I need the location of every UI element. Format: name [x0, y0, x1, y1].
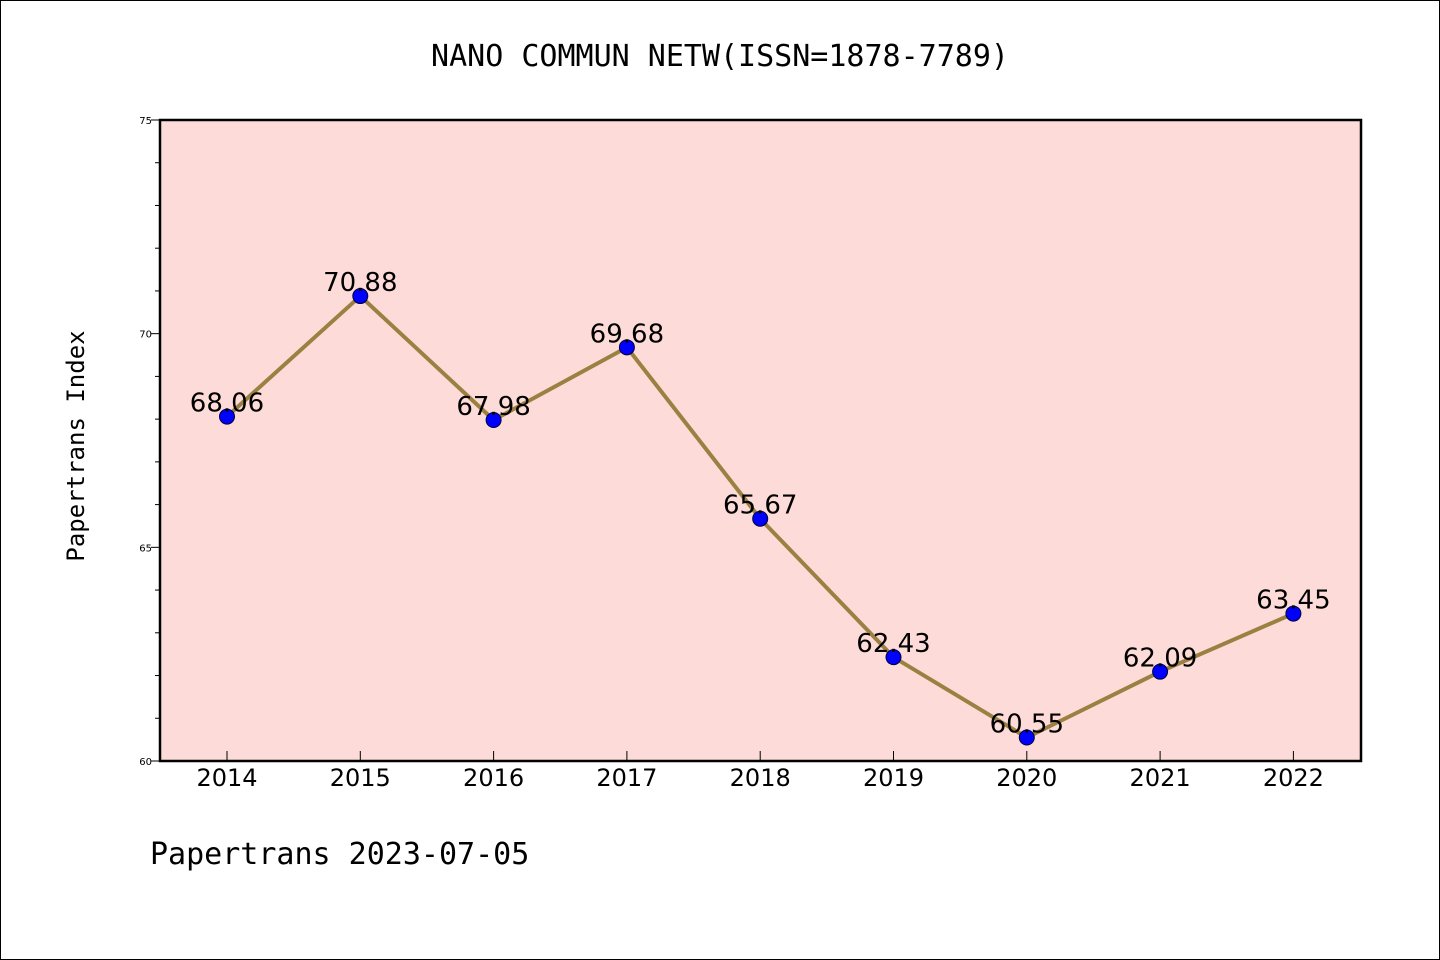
x-tick-label: 2018 [730, 764, 791, 792]
x-tick-label: 2017 [596, 764, 657, 792]
data-point [485, 411, 502, 428]
y-tick-label: 75 [139, 116, 152, 127]
data-point [219, 408, 235, 425]
x-tick-label: 2014 [196, 764, 257, 792]
data-label: 63.45 [1256, 586, 1330, 616]
plot-border [158, 118, 1363, 763]
x-tick-label: 2022 [1263, 764, 1324, 792]
data-label: 67.98 [456, 392, 530, 422]
data-label: 65.67 [723, 491, 797, 521]
data-label: 60.55 [990, 709, 1064, 739]
data-point [1285, 605, 1302, 622]
y-tick-label: 70 [139, 330, 152, 341]
data-label: 62.09 [1123, 644, 1197, 674]
x-tick-label: 2019 [863, 764, 924, 792]
y-axis-label: Papertrans Index [62, 330, 90, 561]
x-tick-label: 2016 [463, 764, 524, 792]
data-point [1018, 729, 1035, 746]
data-point [618, 339, 635, 356]
data-label-group: 68.06 70.88 67.98 69.68 65.67 62.43 60.55 62.09… [190, 268, 1331, 739]
x-tick-label: 2020 [996, 764, 1057, 792]
plot-area [160, 120, 1361, 761]
x-tick-label: 2015 [330, 764, 391, 792]
data-label: 69.68 [590, 319, 664, 349]
chart-title: NANO COMMUN NETW(ISSN=1878-7789) [431, 39, 1009, 74]
data-point [1152, 663, 1169, 680]
x-axis: 2014 2015 2016 2017 2018 2019 2020 2021 2022 [196, 751, 1324, 792]
y-tick-label: 60 [139, 757, 152, 768]
data-point [885, 649, 902, 666]
data-point [752, 510, 769, 527]
data-label: 68.06 [190, 389, 264, 419]
marker-group [219, 288, 1302, 746]
data-label: 62.43 [856, 629, 930, 659]
y-tick-label: 65 [139, 543, 152, 554]
y-axis: 60 65 70 75 [139, 116, 160, 768]
footer-text: Papertrans 2023-07-05 [150, 837, 529, 872]
data-point [352, 288, 369, 305]
data-label: 70.88 [323, 268, 397, 298]
x-tick-label: 2021 [1130, 764, 1191, 792]
